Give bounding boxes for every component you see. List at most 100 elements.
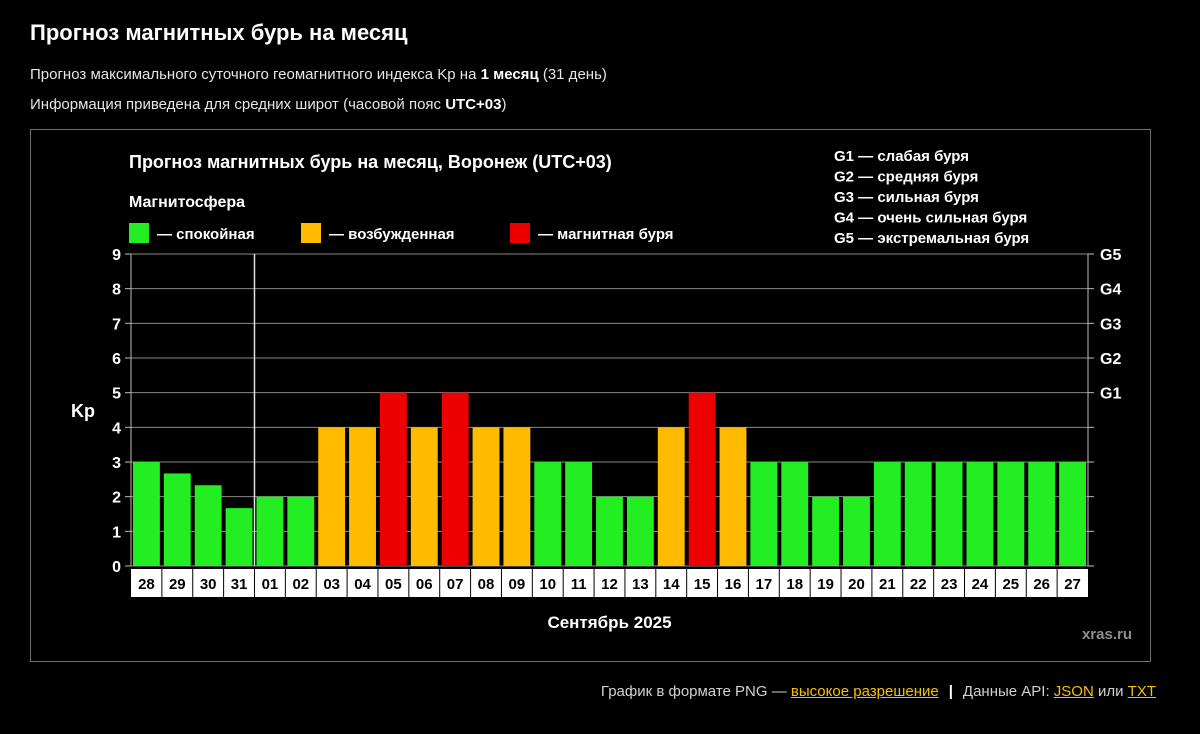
x-tick-label: 09 <box>509 576 526 593</box>
x-tick-label: 24 <box>972 576 989 593</box>
bar <box>596 496 623 566</box>
bar <box>688 392 716 566</box>
x-tick-label: 07 <box>447 576 464 593</box>
json-link[interactable]: JSON <box>1053 683 1094 700</box>
bar <box>472 427 500 566</box>
x-tick-label: 28 <box>138 576 155 593</box>
bar <box>441 392 469 566</box>
bar <box>194 485 222 566</box>
x-tick-label: 14 <box>663 576 680 593</box>
x-tick-label: 15 <box>694 576 711 593</box>
x-tick-label: 10 <box>539 576 556 593</box>
kp-forecast-chart: Прогноз магнитных бурь на месяц, Воронеж… <box>71 148 1132 643</box>
x-tick-label: 17 <box>756 576 773 593</box>
y-axis-label: Kp <box>71 401 95 421</box>
x-tick-label: 11 <box>571 576 587 593</box>
y-tick-label: 4 <box>112 420 121 437</box>
bar <box>410 427 438 566</box>
latitude-note-end: ) <box>501 96 507 113</box>
bar <box>843 496 870 566</box>
x-tick-label: 02 <box>292 576 309 593</box>
x-tick-label: 22 <box>910 576 927 593</box>
latitude-note-text: Информация приведена для средних широт (… <box>30 96 446 113</box>
storm-scale-item: G5 — экстремальная буря <box>834 230 1029 247</box>
x-tick-label: 06 <box>416 576 433 593</box>
bar <box>379 392 407 566</box>
storm-scale-item: G2 — средняя буря <box>834 169 978 186</box>
g-level-label: G2 <box>1100 351 1121 368</box>
x-tick-label: 16 <box>725 576 742 593</box>
bar <box>1059 462 1086 566</box>
bar <box>565 462 593 566</box>
bar <box>997 462 1025 566</box>
bar <box>781 462 809 566</box>
y-tick-label: 7 <box>112 316 121 333</box>
chart-title: Прогноз магнитных бурь на месяц, Воронеж… <box>129 152 612 172</box>
bar <box>225 508 253 566</box>
x-tick-label: 13 <box>632 576 649 593</box>
x-tick-label: 12 <box>601 576 618 593</box>
y-tick-label: 1 <box>112 524 121 541</box>
forecast-description: Прогноз максимального суточного геомагни… <box>30 66 607 83</box>
forecast-description-text: Прогноз максимального суточного геомагни… <box>30 66 481 83</box>
x-tick-label: 08 <box>478 576 495 593</box>
x-tick-label: 20 <box>848 576 865 593</box>
x-tick-label: 31 <box>231 576 248 593</box>
legend-label-calm: — спокойная <box>157 226 255 243</box>
g-level-label: G4 <box>1100 282 1121 299</box>
date-strip <box>131 569 1088 597</box>
x-tick-label: 19 <box>817 576 834 593</box>
bar <box>626 496 654 566</box>
api-label: Данные API: <box>962 683 1054 700</box>
bar <box>719 427 747 566</box>
bar <box>750 462 778 566</box>
x-tick-label: 27 <box>1064 576 1081 593</box>
y-tick-label: 0 <box>112 559 121 576</box>
x-tick-label: 05 <box>385 576 402 593</box>
bar <box>534 462 562 566</box>
y-tick-label: 8 <box>112 282 121 299</box>
storm-scale-item: G1 — слабая буря <box>834 148 969 165</box>
bar <box>133 462 160 566</box>
forecast-days: (31 день) <box>538 66 607 83</box>
y-tick-label: 5 <box>112 386 121 403</box>
storm-scale-item: G4 — очень сильная буря <box>834 210 1027 227</box>
g-level-label: G1 <box>1100 386 1121 403</box>
x-tick-label: 23 <box>941 576 958 593</box>
bar <box>349 427 376 566</box>
timezone-value: UTC+03 <box>445 96 502 113</box>
legend-swatch-calm <box>129 223 149 243</box>
y-tick-label: 9 <box>112 247 121 264</box>
legend-swatch-storm <box>510 223 530 243</box>
bar <box>657 427 685 566</box>
bar <box>1028 462 1056 566</box>
bar <box>287 496 315 566</box>
txt-link[interactable]: TXT <box>1127 683 1156 700</box>
y-tick-label: 3 <box>112 455 121 472</box>
latitude-note: Информация приведена для средних широт (… <box>30 96 506 113</box>
bar <box>503 427 531 566</box>
g-level-label: G3 <box>1100 316 1121 333</box>
or-label: или <box>1093 683 1128 700</box>
g-level-label: G5 <box>1100 247 1121 264</box>
bar <box>163 473 191 566</box>
x-tick-label: 01 <box>262 576 279 593</box>
x-tick-label: 29 <box>169 576 186 593</box>
x-tick-label: 04 <box>354 576 371 593</box>
x-axis-label: Сентябрь 2025 <box>547 613 671 632</box>
legend-label-storm: — магнитная буря <box>538 226 674 243</box>
x-tick-label: 25 <box>1002 576 1019 593</box>
y-tick-label: 6 <box>112 351 121 368</box>
high-resolution-link[interactable]: высокое разрешение <box>790 683 939 700</box>
x-tick-label: 03 <box>323 576 340 593</box>
forecast-period: 1 месяц <box>480 66 539 83</box>
kp-chart-container: Прогноз магнитных бурь на месяц, Воронеж… <box>30 129 1151 662</box>
bar <box>812 496 840 566</box>
x-tick-label: 18 <box>786 576 803 593</box>
png-label: График в формате PNG — <box>600 683 791 700</box>
bar <box>935 462 963 566</box>
legend-swatch-excited <box>301 223 321 243</box>
footer-separator: | <box>948 683 953 700</box>
legend-label-excited: — возбужденная <box>329 226 455 243</box>
legend-title: Магнитосфера <box>129 194 245 211</box>
